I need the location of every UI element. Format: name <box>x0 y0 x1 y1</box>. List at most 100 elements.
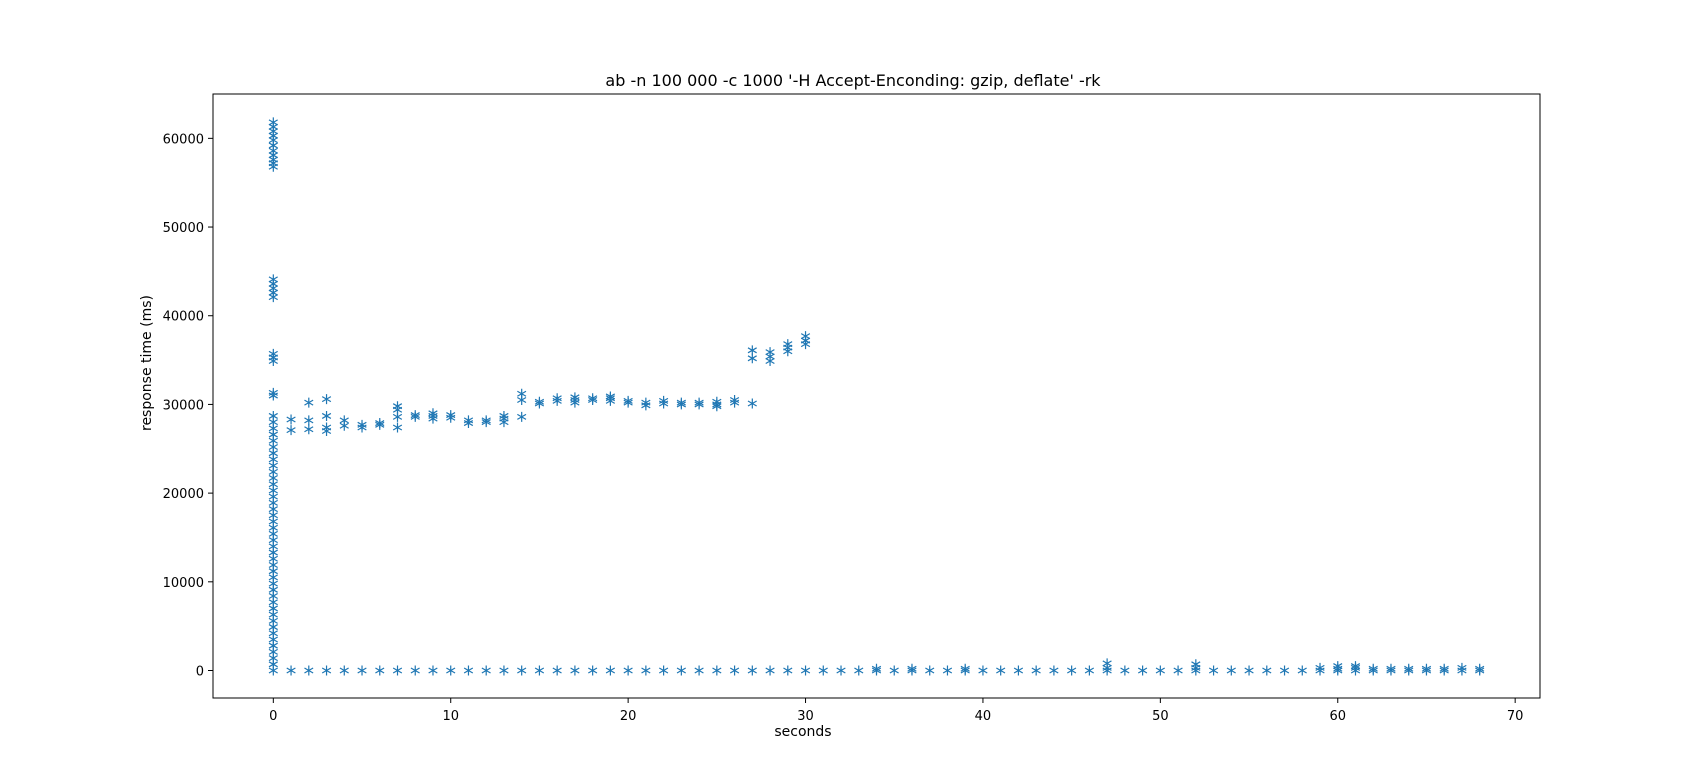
data-point <box>463 665 474 676</box>
data-point <box>1084 665 1095 676</box>
data-point <box>463 415 474 426</box>
x-tick-label: 50 <box>1152 709 1169 724</box>
data-point <box>836 665 846 676</box>
data-point <box>1226 665 1236 676</box>
y-tick-label: 30000 <box>163 398 204 413</box>
data-point <box>304 665 314 676</box>
chart-title: ab -n 100 000 -c 1000 '-H Accept-Encondi… <box>605 71 1101 90</box>
y-tick-label: 50000 <box>163 221 204 236</box>
data-point <box>392 665 403 676</box>
data-point <box>605 391 616 402</box>
data-point <box>410 665 420 676</box>
data-point <box>1173 665 1183 676</box>
data-point <box>499 665 509 676</box>
data-point <box>907 663 917 674</box>
data-point <box>871 663 882 674</box>
data-point <box>286 414 296 425</box>
data-point <box>286 665 296 676</box>
data-point <box>818 665 828 676</box>
data-point <box>286 425 296 436</box>
y-tick-label: 20000 <box>163 487 204 502</box>
data-point <box>268 659 278 670</box>
data-point <box>694 397 704 408</box>
data-point <box>800 331 811 342</box>
data-point <box>339 665 349 676</box>
data-point <box>517 411 527 422</box>
data-point <box>747 665 757 676</box>
data-point <box>321 410 332 421</box>
data-point <box>729 665 740 676</box>
data-point <box>304 424 314 435</box>
x-tick-label: 30 <box>797 709 814 724</box>
data-point <box>339 415 349 426</box>
data-point <box>658 395 669 406</box>
data-point <box>375 418 385 429</box>
data-point <box>1279 665 1290 676</box>
data-point <box>694 665 704 676</box>
data-point <box>1191 659 1201 670</box>
data-point <box>765 347 775 358</box>
data-point <box>1404 663 1414 674</box>
data-point <box>729 394 740 405</box>
data-point <box>623 665 633 676</box>
data-point <box>1350 661 1361 672</box>
data-point <box>623 395 633 406</box>
data-point <box>481 415 491 426</box>
data-point <box>552 393 562 404</box>
data-point <box>605 665 616 676</box>
data-point <box>428 665 438 676</box>
plot-area-frame <box>212 93 1541 699</box>
data-point <box>1137 665 1148 676</box>
data-point <box>534 665 545 676</box>
data-point <box>1333 661 1343 672</box>
data-point <box>1244 665 1254 676</box>
data-point <box>676 665 686 676</box>
data-point <box>534 396 545 407</box>
data-point <box>268 161 278 172</box>
data-point <box>712 665 722 676</box>
data-point <box>1120 665 1130 676</box>
data-point <box>268 292 278 303</box>
data-point <box>800 665 811 676</box>
data-point <box>1457 662 1467 673</box>
x-tick-label: 20 <box>620 709 637 724</box>
y-axis-ticks: 0 10000 20000 30000 40000 50000 60000 <box>163 132 213 680</box>
data-point <box>1439 663 1449 674</box>
data-point <box>747 398 757 409</box>
x-tick-label: 10 <box>442 709 459 724</box>
y-tick-label: 0 <box>196 665 204 680</box>
data-point <box>357 665 367 676</box>
data-point <box>517 388 527 399</box>
data-point <box>1013 665 1024 676</box>
data-point <box>517 665 527 676</box>
data-point <box>304 397 314 408</box>
data-point <box>268 355 278 366</box>
data-point <box>392 401 403 412</box>
data-point <box>942 665 953 676</box>
y-axis-label: response time (ms) <box>139 295 155 431</box>
data-point <box>658 665 669 676</box>
data-point <box>960 663 970 674</box>
data-point <box>1297 665 1307 676</box>
data-markers <box>268 117 1485 676</box>
data-point <box>1031 665 1041 676</box>
data-point <box>889 665 899 676</box>
data-point <box>446 665 456 676</box>
data-point <box>1421 663 1432 674</box>
data-point <box>1049 665 1059 676</box>
x-tick-label: 0 <box>269 709 277 724</box>
data-point <box>1208 665 1219 676</box>
data-point <box>428 408 438 419</box>
data-point <box>1386 663 1396 674</box>
data-point <box>925 665 935 676</box>
data-point <box>641 665 651 676</box>
data-point <box>1475 663 1485 674</box>
data-point <box>1155 665 1165 676</box>
y-tick-label: 40000 <box>163 310 204 325</box>
data-point <box>854 665 864 676</box>
data-point <box>410 410 420 421</box>
data-point <box>588 665 598 676</box>
data-point <box>375 665 385 676</box>
